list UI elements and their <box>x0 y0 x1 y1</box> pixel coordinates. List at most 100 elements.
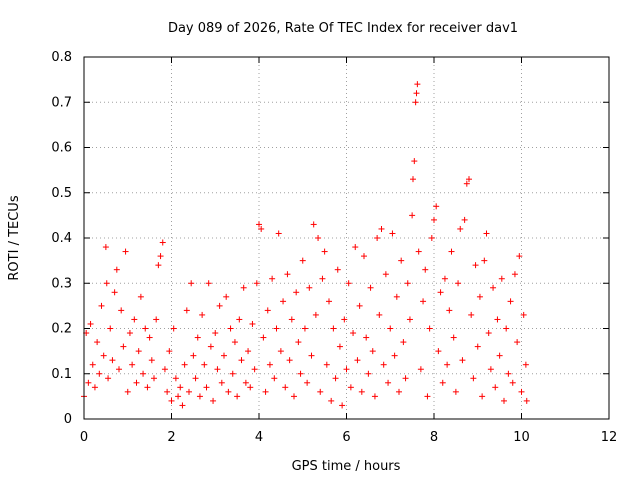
data-point <box>347 384 354 391</box>
data-point <box>417 366 424 373</box>
data-point <box>102 244 109 251</box>
data-point <box>350 330 357 337</box>
data-point <box>516 253 523 260</box>
data-point <box>413 90 420 97</box>
data-point <box>299 257 306 264</box>
data-point <box>234 393 241 400</box>
data-point <box>503 325 510 332</box>
data-point <box>89 361 96 368</box>
data-point <box>470 375 477 382</box>
data-point <box>371 393 378 400</box>
data-point <box>358 388 365 395</box>
data-point <box>326 298 332 305</box>
data-point <box>518 388 525 395</box>
data-point <box>113 266 120 273</box>
data-point <box>312 311 319 318</box>
data-point <box>288 316 295 323</box>
data-point <box>142 325 149 332</box>
data-point <box>159 239 166 246</box>
data-point <box>157 253 164 260</box>
y-tick-label: 0.8 <box>51 50 72 65</box>
data-point <box>183 307 190 314</box>
data-point <box>323 361 330 368</box>
data-point <box>406 316 413 323</box>
data-point <box>369 348 376 355</box>
data-point <box>414 81 421 88</box>
data-point <box>476 293 483 300</box>
data-point <box>433 203 440 210</box>
data-point <box>103 280 110 287</box>
data-point <box>385 379 392 386</box>
data-point <box>455 280 462 287</box>
y-axis-label: ROTI / TECUs <box>7 195 22 280</box>
data-point <box>501 397 507 404</box>
x-tick-label: 4 <box>255 430 263 445</box>
data-point <box>273 325 280 332</box>
data-point <box>98 302 105 309</box>
data-point <box>422 266 429 273</box>
data-point <box>148 357 155 364</box>
data-point <box>378 225 385 232</box>
data-point <box>461 216 468 223</box>
data-point <box>420 298 427 305</box>
data-point <box>498 275 505 282</box>
data-point <box>133 379 140 386</box>
data-point <box>205 280 212 287</box>
y-tick-label: 0.1 <box>51 367 72 382</box>
data-point <box>269 275 276 282</box>
chart-title: Day 089 of 2026, Rate Of TEC Index for r… <box>168 21 518 36</box>
axis-ticks: 0 2 4 6 8 10 12 0 0.1 0.2 0.3 0.4 0.5 0.6 0.7 0.8 <box>51 50 617 445</box>
data-point <box>223 293 230 300</box>
data-point <box>122 248 129 255</box>
data-point <box>494 316 501 323</box>
data-point <box>448 248 455 255</box>
data-point <box>441 275 448 282</box>
data-point <box>275 230 282 237</box>
data-point <box>155 262 162 269</box>
data-point <box>341 316 348 323</box>
data-point <box>137 293 144 300</box>
data-point <box>487 366 494 373</box>
data-point <box>472 262 479 269</box>
data-point <box>109 357 116 364</box>
data-point <box>258 225 265 232</box>
data-point <box>400 339 407 346</box>
data-point <box>308 352 315 359</box>
data-point <box>481 257 488 264</box>
y-tick-label: 0.2 <box>51 322 72 337</box>
data-point <box>376 311 383 318</box>
data-point <box>175 393 182 400</box>
data-point <box>280 298 287 305</box>
data-point <box>253 280 260 287</box>
data-point <box>424 393 431 400</box>
data-point <box>310 221 317 228</box>
data-point <box>409 212 416 219</box>
data-point <box>439 379 446 386</box>
data-point <box>468 311 475 318</box>
data-point <box>264 307 271 314</box>
data-point <box>306 284 313 291</box>
data-point <box>203 384 210 391</box>
data-point <box>94 339 101 346</box>
data-point <box>345 280 352 287</box>
data-point <box>247 384 254 391</box>
data-point <box>474 343 481 350</box>
data-point <box>192 375 199 382</box>
data-point <box>96 370 103 377</box>
data-point <box>354 357 361 364</box>
data-point <box>361 253 367 260</box>
data-point <box>116 366 122 373</box>
data-point <box>91 384 98 391</box>
data-point <box>179 402 186 409</box>
data-point <box>431 216 437 223</box>
data-point <box>100 352 107 359</box>
data-point <box>398 257 405 264</box>
y-tick-label: 0.3 <box>51 276 72 291</box>
data-point <box>107 325 114 332</box>
data-point <box>356 302 363 309</box>
data-point <box>485 330 492 337</box>
data-point <box>242 379 249 386</box>
data-point <box>452 388 459 395</box>
data-point <box>212 330 219 337</box>
data-point <box>492 384 499 391</box>
